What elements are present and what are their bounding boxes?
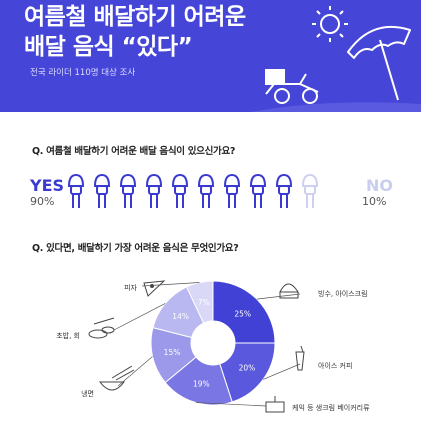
yes-percent: 90%: [30, 195, 55, 208]
banner-title-line2: 배달 음식 “있다”: [24, 34, 193, 60]
slice-percent-label: 7%: [198, 298, 210, 307]
leader-line: [141, 282, 200, 287]
slice-percent-label: 14%: [172, 312, 189, 321]
category-label: 아이스 커피: [318, 361, 352, 370]
question-2: Q. 있다면, 배달하기 가장 어려운 음식은 무엇인가요?: [32, 243, 239, 254]
slice-percent-label: 15%: [164, 348, 181, 357]
rider-yes-icon: [223, 173, 241, 208]
rider-yes-icon: [93, 173, 111, 208]
no-percent: 10%: [362, 195, 387, 208]
cold-noodle-icon: [98, 365, 135, 391]
donut-slice: [185, 280, 214, 324]
category-label: 케익 등 생크림 베이커리류: [292, 403, 370, 412]
leader-line: [256, 293, 301, 300]
rider-yes-icon: [197, 173, 215, 208]
sand-wave: [250, 102, 421, 112]
cake-icon: [265, 396, 285, 413]
rider-yes-icon: [119, 173, 137, 208]
leader-line: [117, 356, 153, 387]
rider-yes-icon: [249, 173, 267, 208]
pizza-icon: [143, 280, 166, 297]
leader-line: [113, 303, 166, 331]
donut-slice: [212, 280, 276, 344]
sun-icon: [312, 6, 348, 42]
sushi-icon: [88, 317, 115, 339]
category-label: 빙수, 아이스크림: [318, 289, 368, 298]
slice-percent-label: 19%: [193, 379, 210, 388]
yes-label: YES: [30, 176, 65, 195]
rider-yes-icon: [275, 173, 293, 208]
rider-yes-icon: [171, 173, 189, 208]
beach-illustration: [250, 6, 421, 112]
question-1: Q. 여름철 배달하기 어려운 배달 음식이 있으신가요?: [32, 146, 236, 157]
leader-line: [195, 402, 267, 407]
shaved-ice-icon: [279, 283, 299, 299]
banner-title-line1: 여름철 배달하기 어려운: [24, 4, 246, 30]
slice-percent-label: 25%: [234, 309, 251, 318]
header-banner: 여름철 배달하기 어려운 배달 음식 “있다” 전국 라이더 110명 대상 조…: [0, 0, 421, 112]
category-label: 냉면: [81, 389, 94, 398]
no-label: NO: [366, 176, 393, 195]
iced-coffee-icon: [295, 345, 305, 371]
rider-no-icon: [301, 173, 319, 208]
leader-line: [263, 363, 301, 380]
rider-yes-icon: [145, 173, 163, 208]
rider-icon-row: [67, 173, 319, 208]
beach-umbrella-icon: [347, 25, 411, 101]
delivery-scooter-icon: [265, 69, 319, 104]
category-label: 피자: [124, 283, 137, 292]
banner-subtitle: 전국 라이더 110명 대상 조사: [30, 68, 136, 78]
rider-yes-icon: [67, 173, 85, 208]
slice-percent-label: 20%: [239, 364, 256, 373]
category-label: 초밥, 회: [56, 331, 80, 340]
